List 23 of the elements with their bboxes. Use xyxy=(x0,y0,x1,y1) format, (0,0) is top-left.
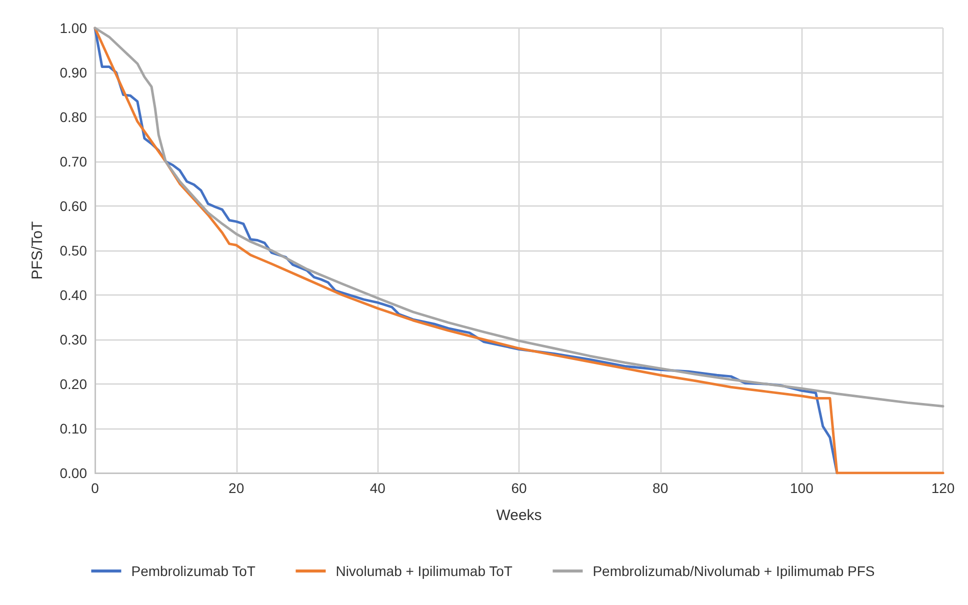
x-tick-label: 40 xyxy=(370,480,386,496)
x-tick-label: 60 xyxy=(511,480,527,496)
y-tick-label: 0.60 xyxy=(60,198,88,214)
y-tick-label: 0.50 xyxy=(60,242,88,258)
x-axis-title: Weeks xyxy=(496,507,542,524)
x-tick-label: 120 xyxy=(931,480,955,496)
y-tick-label: 0.30 xyxy=(60,332,88,348)
y-axis-title: PFS/ToT xyxy=(29,221,46,280)
y-tick-label: 0.10 xyxy=(60,420,88,436)
legend-label: Pembrolizumab/Nivolumab + Ipilimumab PFS xyxy=(592,563,875,579)
legend-label: Nivolumab + Ipilimumab ToT xyxy=(336,563,513,579)
y-tick-label: 0.20 xyxy=(60,376,88,392)
x-tick-label: 80 xyxy=(652,480,668,496)
x-tick-label: 20 xyxy=(228,480,244,496)
y-tick-label: 1.00 xyxy=(60,20,88,36)
y-tick-label: 0.40 xyxy=(60,287,88,303)
y-tick-label: 0.80 xyxy=(60,109,88,125)
legend-label: Pembrolizumab ToT xyxy=(131,563,256,579)
y-tick-label: 0.00 xyxy=(60,465,88,481)
x-tick-label: 100 xyxy=(790,480,814,496)
y-tick-label: 0.90 xyxy=(60,64,88,80)
y-tick-label: 0.70 xyxy=(60,154,88,170)
x-tick-label: 0 xyxy=(91,480,100,496)
